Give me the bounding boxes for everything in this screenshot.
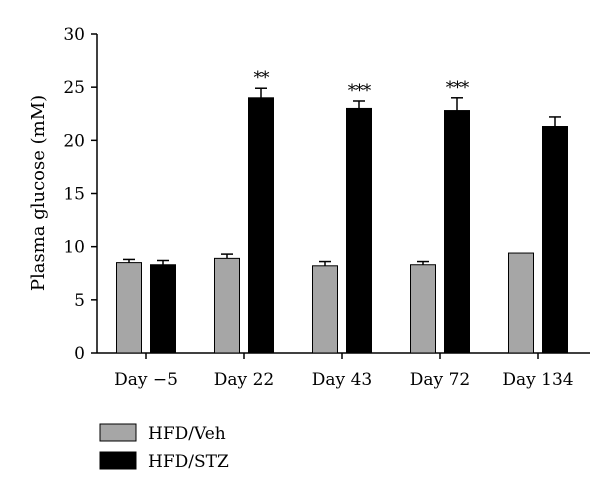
y-tick-label: 20 — [63, 131, 85, 151]
bar — [444, 110, 470, 354]
x-category-label: Day 72 — [410, 370, 470, 390]
y-tick-label: 30 — [63, 25, 85, 45]
y-axis-label: Plasma glucose (mM) — [28, 95, 49, 291]
y-tick-label: 0 — [74, 344, 85, 364]
x-category-label: Day 22 — [214, 370, 274, 390]
bar — [542, 126, 568, 354]
y-tick-label: 25 — [63, 78, 85, 98]
x-category-label: Day 134 — [502, 370, 573, 390]
bar — [116, 262, 142, 354]
y-tick-label: 15 — [63, 185, 85, 205]
legend: HFD/Veh HFD/STZ — [99, 423, 229, 472]
bar — [312, 265, 338, 354]
bar — [346, 107, 372, 354]
x-category-label: Day 43 — [312, 370, 372, 390]
bar — [508, 252, 534, 354]
significance-label: *** — [446, 78, 470, 98]
bar — [410, 264, 436, 354]
legend-swatch-hfd-veh — [99, 423, 137, 442]
significance-label: ** — [254, 68, 271, 88]
bar — [248, 97, 274, 354]
legend-label-hfd-veh: HFD/Veh — [148, 424, 226, 444]
plot-area: 0 5 10 15 20 25 30 Day −5 Day 22 ** Day 43 *** Day 7… — [63, 25, 590, 390]
y-tick-label: 10 — [63, 238, 85, 258]
significance-label: *** — [348, 81, 372, 101]
bar — [150, 264, 176, 354]
x-category-label: Day −5 — [114, 370, 178, 390]
y-tick-label: 5 — [74, 291, 85, 311]
bar — [214, 257, 240, 354]
legend-label-hfd-stz: HFD/STZ — [148, 452, 229, 472]
legend-swatch-hfd-stz — [99, 451, 137, 470]
